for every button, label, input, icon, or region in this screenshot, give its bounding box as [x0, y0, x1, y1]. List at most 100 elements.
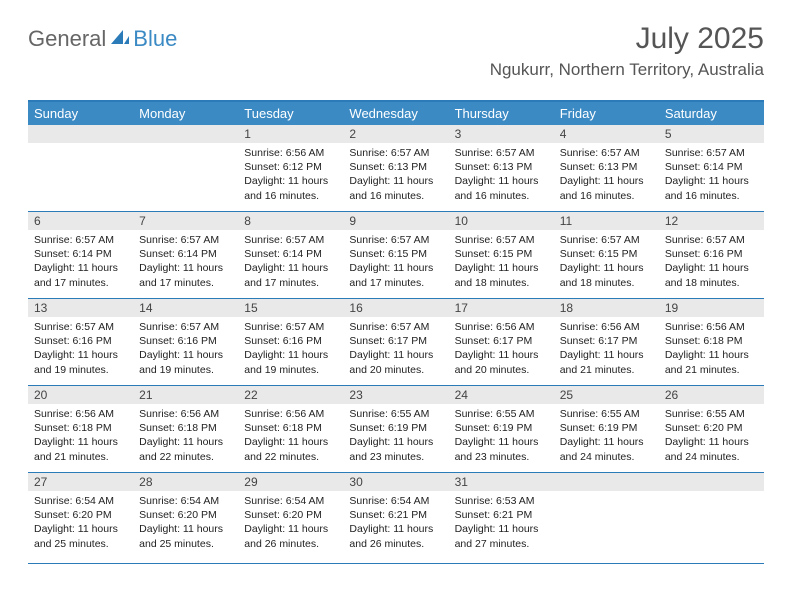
daylight-text: Daylight: 11 hours and 17 minutes. — [34, 261, 127, 289]
day-number: 23 — [343, 386, 448, 404]
sunrise-text: Sunrise: 6:57 AM — [244, 320, 337, 334]
day-details: Sunrise: 6:57 AMSunset: 6:16 PMDaylight:… — [28, 317, 133, 383]
daylight-text: Daylight: 11 hours and 16 minutes. — [455, 174, 548, 202]
daylight-text: Daylight: 11 hours and 20 minutes. — [455, 348, 548, 376]
day-number: 5 — [659, 125, 764, 143]
day-number: 6 — [28, 212, 133, 230]
daylight-text: Daylight: 11 hours and 24 minutes. — [560, 435, 653, 463]
day-number: 19 — [659, 299, 764, 317]
day-details: Sunrise: 6:55 AMSunset: 6:20 PMDaylight:… — [659, 404, 764, 470]
day-details: Sunrise: 6:56 AMSunset: 6:17 PMDaylight:… — [449, 317, 554, 383]
weeks-container: 1Sunrise: 6:56 AMSunset: 6:12 PMDaylight… — [28, 125, 764, 564]
week-row: 13Sunrise: 6:57 AMSunset: 6:16 PMDayligh… — [28, 299, 764, 386]
day-cell: 3Sunrise: 6:57 AMSunset: 6:13 PMDaylight… — [449, 125, 554, 211]
sunrise-text: Sunrise: 6:56 AM — [455, 320, 548, 334]
sunrise-text: Sunrise: 6:55 AM — [349, 407, 442, 421]
sunrise-text: Sunrise: 6:56 AM — [560, 320, 653, 334]
sunset-text: Sunset: 6:19 PM — [560, 421, 653, 435]
week-row: 27Sunrise: 6:54 AMSunset: 6:20 PMDayligh… — [28, 473, 764, 564]
day-number: 24 — [449, 386, 554, 404]
sunrise-text: Sunrise: 6:56 AM — [244, 146, 337, 160]
sunset-text: Sunset: 6:20 PM — [665, 421, 758, 435]
day-cell: 2Sunrise: 6:57 AMSunset: 6:13 PMDaylight… — [343, 125, 448, 211]
day-number: 25 — [554, 386, 659, 404]
day-cell: 23 Sunrise: 6:55 AMSunset: 6:19 PMDayligh… — [343, 386, 448, 472]
day-details: Sunrise: 6:55 AMSunset: 6:19 PMDaylight:… — [449, 404, 554, 470]
daylight-text: Daylight: 11 hours and 18 minutes. — [665, 261, 758, 289]
day-details: Sunrise: 6:54 AMSunset: 6:21 PMDaylight:… — [343, 491, 448, 557]
day-details: Sunrise: 6:57 AMSunset: 6:15 PMDaylight:… — [554, 230, 659, 296]
day-details: Sunrise: 6:55 AMSunset: 6:19 PMDaylight:… — [554, 404, 659, 470]
sunrise-text: Sunrise: 6:55 AM — [665, 407, 758, 421]
day-cell: 18Sunrise: 6:56 AMSunset: 6:17 PMDayligh… — [554, 299, 659, 385]
day-number: 29 — [238, 473, 343, 491]
sunset-text: Sunset: 6:14 PM — [34, 247, 127, 261]
sunset-text: Sunset: 6:20 PM — [34, 508, 127, 522]
day-cell: 8Sunrise: 6:57 AMSunset: 6:14 PMDaylight… — [238, 212, 343, 298]
day-number: 9 — [343, 212, 448, 230]
sunset-text: Sunset: 6:14 PM — [665, 160, 758, 174]
sunset-text: Sunset: 6:13 PM — [560, 160, 653, 174]
sunrise-text: Sunrise: 6:57 AM — [560, 233, 653, 247]
day-details: Sunrise: 6:57 AMSunset: 6:16 PMDaylight:… — [238, 317, 343, 383]
brand-word2: Blue — [133, 26, 177, 52]
daylight-text: Daylight: 11 hours and 18 minutes. — [455, 261, 548, 289]
day-number: 20 — [28, 386, 133, 404]
sunset-text: Sunset: 6:18 PM — [665, 334, 758, 348]
day-number: 28 — [133, 473, 238, 491]
day-cell: 21Sunrise: 6:56 AMSunset: 6:18 PMDayligh… — [133, 386, 238, 472]
sunset-text: Sunset: 6:20 PM — [139, 508, 232, 522]
sunrise-text: Sunrise: 6:56 AM — [665, 320, 758, 334]
day-details: Sunrise: 6:56 AMSunset: 6:18 PMDaylight:… — [133, 404, 238, 470]
day-details: Sunrise: 6:57 AMSunset: 6:13 PMDaylight:… — [554, 143, 659, 209]
sunrise-text: Sunrise: 6:57 AM — [244, 233, 337, 247]
day-details: Sunrise: 6:57 AMSunset: 6:14 PMDaylight:… — [28, 230, 133, 296]
day-cell: 24Sunrise: 6:55 AMSunset: 6:19 PMDayligh… — [449, 386, 554, 472]
sunset-text: Sunset: 6:19 PM — [455, 421, 548, 435]
daylight-text: Daylight: 11 hours and 16 minutes. — [244, 174, 337, 202]
day-cell — [659, 473, 764, 563]
day-details: Sunrise: 6:57 AMSunset: 6:17 PMDaylight:… — [343, 317, 448, 383]
day-number: 14 — [133, 299, 238, 317]
daylight-text: Daylight: 11 hours and 25 minutes. — [139, 522, 232, 550]
sunset-text: Sunset: 6:19 PM — [349, 421, 442, 435]
day-cell — [554, 473, 659, 563]
sunset-text: Sunset: 6:16 PM — [244, 334, 337, 348]
sunrise-text: Sunrise: 6:56 AM — [139, 407, 232, 421]
daylight-text: Daylight: 11 hours and 17 minutes. — [349, 261, 442, 289]
sunrise-text: Sunrise: 6:54 AM — [244, 494, 337, 508]
day-cell: 1Sunrise: 6:56 AMSunset: 6:12 PMDaylight… — [238, 125, 343, 211]
sunset-text: Sunset: 6:16 PM — [34, 334, 127, 348]
day-details: Sunrise: 6:57 AMSunset: 6:14 PMDaylight:… — [133, 230, 238, 296]
day-cell: 16Sunrise: 6:57 AMSunset: 6:17 PMDayligh… — [343, 299, 448, 385]
weekday-header: Monday — [133, 102, 238, 125]
day-cell: 29Sunrise: 6:54 AMSunset: 6:20 PMDayligh… — [238, 473, 343, 563]
day-number: 4 — [554, 125, 659, 143]
sunset-text: Sunset: 6:12 PM — [244, 160, 337, 174]
sunrise-text: Sunrise: 6:55 AM — [455, 407, 548, 421]
sunset-text: Sunset: 6:16 PM — [139, 334, 232, 348]
day-details: Sunrise: 6:56 AMSunset: 6:12 PMDaylight:… — [238, 143, 343, 209]
sunrise-text: Sunrise: 6:54 AM — [34, 494, 127, 508]
sunset-text: Sunset: 6:14 PM — [244, 247, 337, 261]
weekday-header: Wednesday — [343, 102, 448, 125]
weekday-header-row: Sunday Monday Tuesday Wednesday Thursday… — [28, 102, 764, 125]
day-details: Sunrise: 6:56 AMSunset: 6:18 PMDaylight:… — [28, 404, 133, 470]
daylight-text: Daylight: 11 hours and 22 minutes. — [244, 435, 337, 463]
sail-icon — [109, 26, 131, 52]
weekday-header: Thursday — [449, 102, 554, 125]
daylight-text: Daylight: 11 hours and 19 minutes. — [34, 348, 127, 376]
daylight-text: Daylight: 11 hours and 23 minutes. — [349, 435, 442, 463]
weekday-header: Sunday — [28, 102, 133, 125]
calendar-grid: Sunday Monday Tuesday Wednesday Thursday… — [28, 100, 764, 564]
day-cell: 20Sunrise: 6:56 AMSunset: 6:18 PMDayligh… — [28, 386, 133, 472]
day-cell: 4Sunrise: 6:57 AMSunset: 6:13 PMDaylight… — [554, 125, 659, 211]
daylight-text: Daylight: 11 hours and 16 minutes. — [560, 174, 653, 202]
day-number: 12 — [659, 212, 764, 230]
day-number: 2 — [343, 125, 448, 143]
day-number: 15 — [238, 299, 343, 317]
day-cell: 10Sunrise: 6:57 AMSunset: 6:15 PMDayligh… — [449, 212, 554, 298]
sunrise-text: Sunrise: 6:57 AM — [349, 320, 442, 334]
sunrise-text: Sunrise: 6:57 AM — [34, 320, 127, 334]
weekday-header: Saturday — [659, 102, 764, 125]
